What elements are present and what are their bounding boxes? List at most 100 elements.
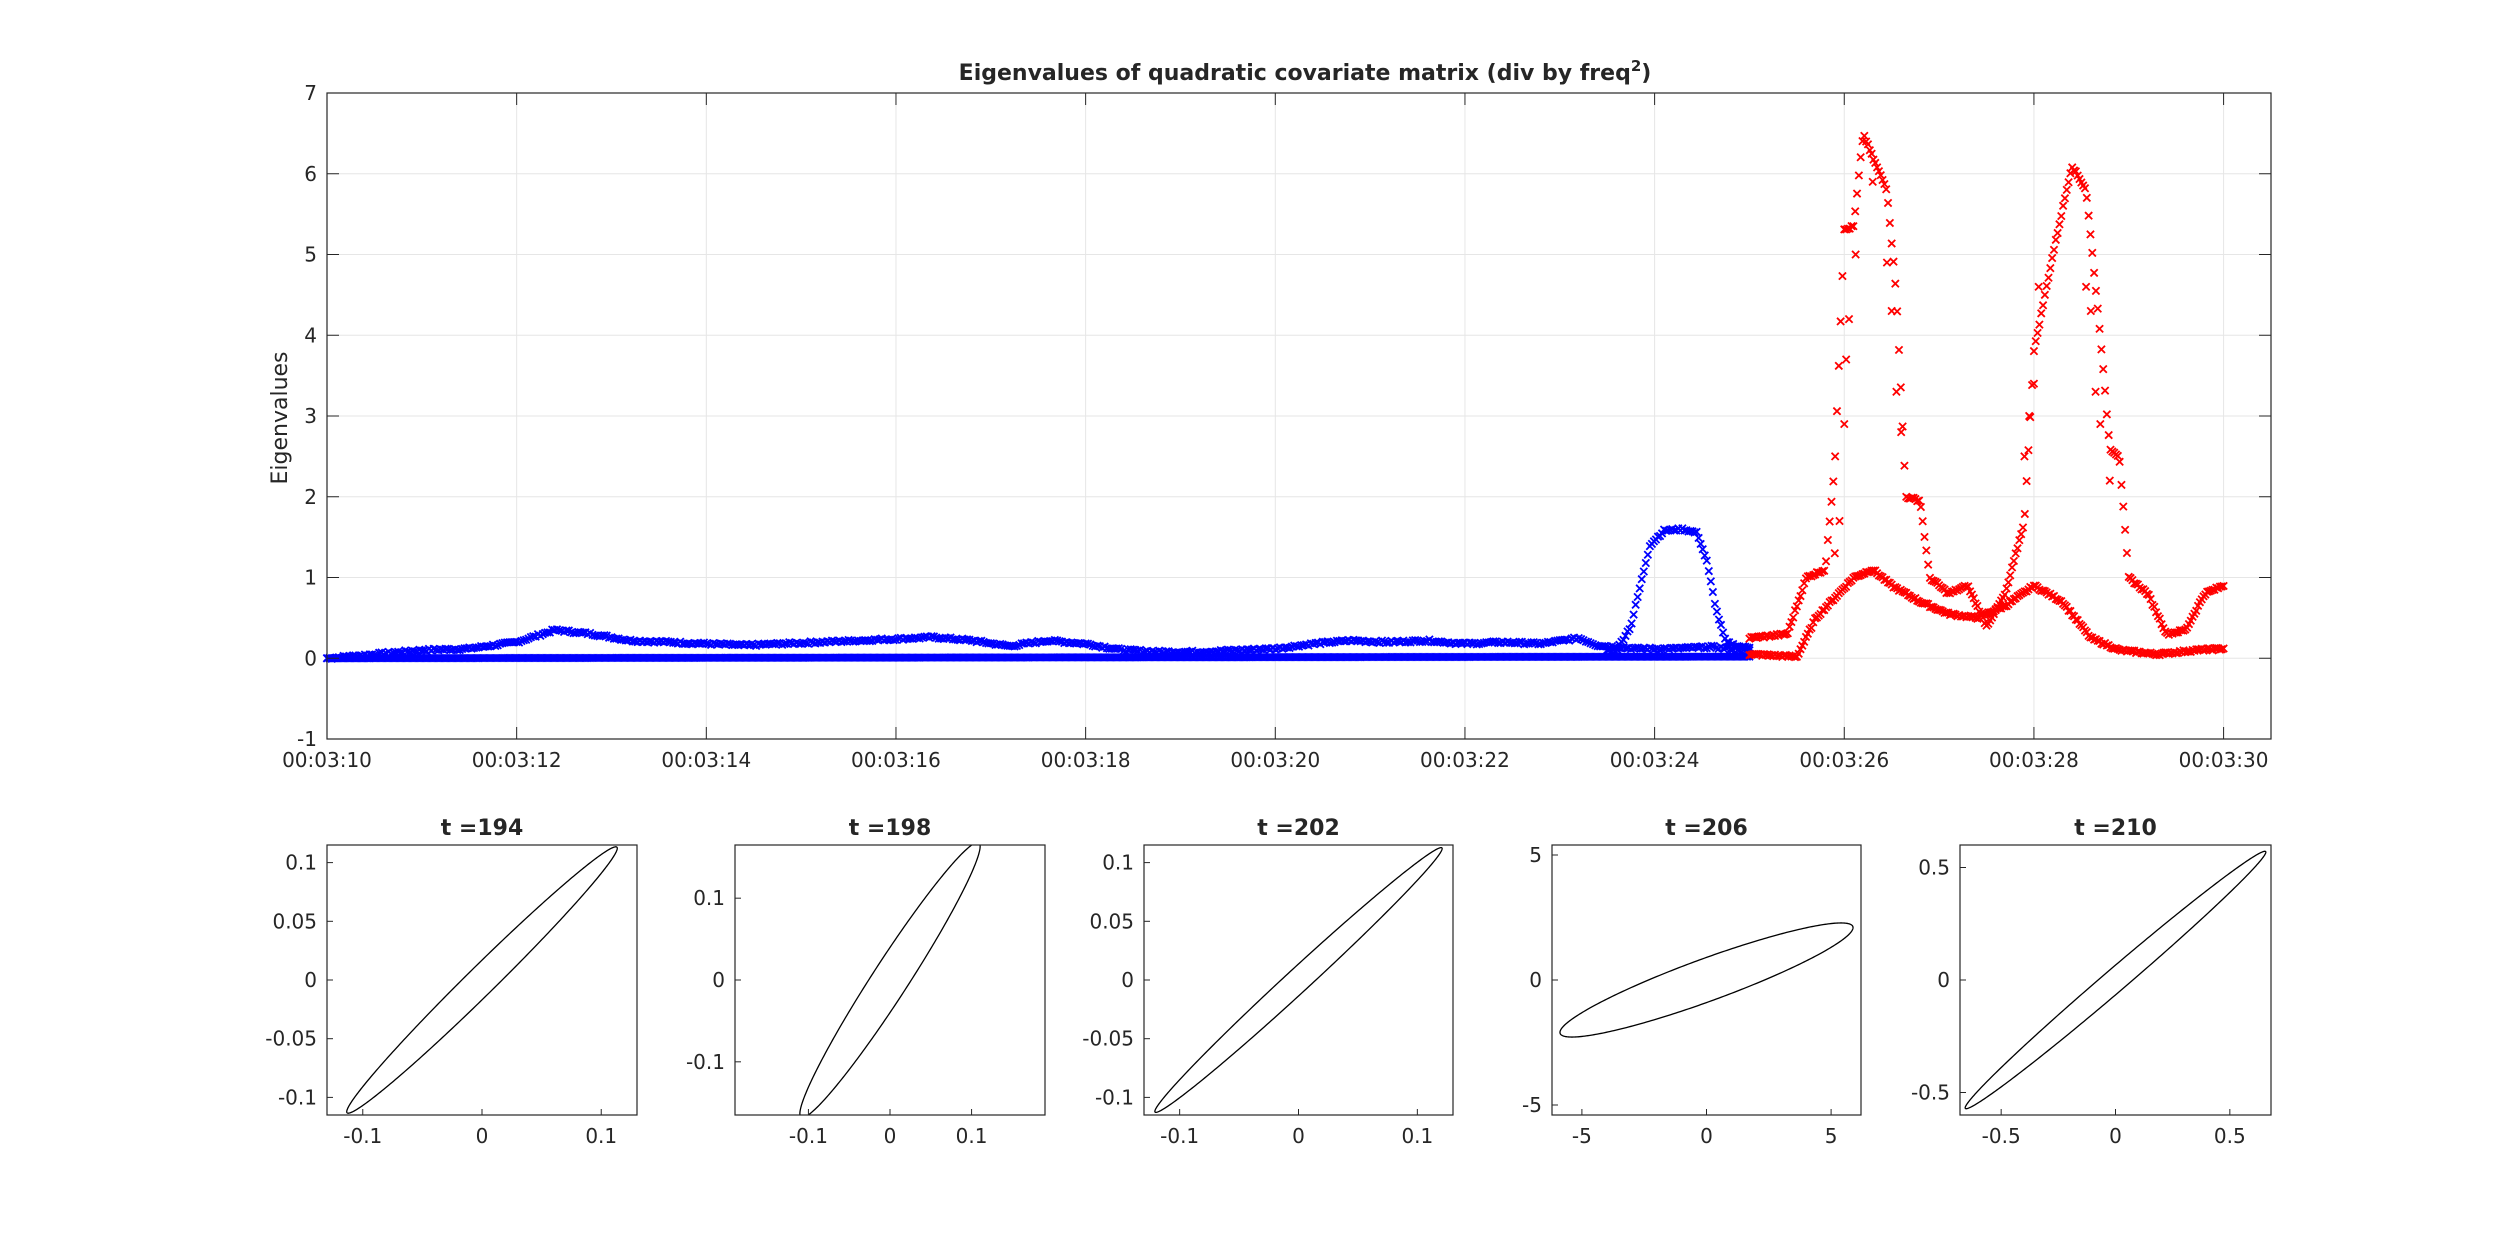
x-tick-label: 00:03:28: [1989, 748, 2079, 772]
data-point: [1707, 641, 1716, 651]
y-tick-label: 0: [304, 968, 317, 992]
data-point: [1847, 221, 1856, 231]
ellipse-curve: [799, 845, 981, 1115]
data-point: [2029, 379, 2039, 388]
data-point: [2038, 301, 2048, 310]
y-tick-label: 0.05: [1089, 909, 1134, 933]
data-point: [1989, 609, 1999, 619]
data-point: [1635, 584, 1644, 593]
data-point: [1639, 567, 1649, 576]
data-point: [1894, 345, 1904, 355]
data-point: [1807, 623, 1816, 633]
data-point: [1876, 170, 1885, 180]
data-point: [1973, 601, 1982, 611]
data-point: [2002, 584, 2011, 593]
data-point: [1692, 527, 1701, 537]
data-point: [1830, 452, 1840, 461]
data-point: [1702, 556, 1712, 565]
x-tick-label: 00:03:24: [1610, 748, 1700, 772]
subplot-title: t =206: [1665, 816, 1748, 841]
data-point: [1645, 643, 1655, 652]
x-tick-label: 00:03:18: [1041, 748, 1131, 772]
data-point: [2084, 211, 2093, 220]
y-tick-label: -0.1: [686, 1050, 725, 1074]
data-point: [1420, 637, 1429, 646]
data-point: [491, 641, 500, 651]
x-tick-label: 0: [1700, 1124, 1713, 1148]
data-point: [2086, 306, 2096, 316]
data-point: [1704, 566, 1714, 576]
data-point: [2120, 525, 2130, 535]
data-point: [2104, 430, 2113, 440]
data-point: [552, 625, 562, 634]
data-point: [1860, 131, 1869, 141]
main-chart-title: Eigenvalues of quadratic covariate matri…: [959, 57, 1652, 86]
data-point: [865, 636, 875, 646]
data-point: [1881, 185, 1891, 194]
data-point: [773, 638, 782, 648]
data-point: [2033, 328, 2042, 338]
data-point: [1718, 628, 1728, 637]
data-point: [1637, 574, 1646, 584]
main-chart: 00:03:10 00:03:12 00:03:14 00:03:16 00:03:18…: [282, 81, 2272, 772]
data-point: [1830, 549, 1840, 558]
x-tick-label: -0.1: [789, 1124, 828, 1148]
data-point: [2044, 273, 2053, 282]
data-point: [2150, 602, 2159, 612]
data-point: [1581, 637, 1591, 646]
y-tick-label: -0.1: [1095, 1085, 1134, 1109]
data-point: [979, 637, 988, 647]
y-tick-label: 1: [304, 566, 317, 590]
data-point: [1892, 387, 1901, 397]
y-tick-label: 0.5: [1918, 856, 1950, 880]
data-point: [1706, 577, 1716, 586]
data-point: [1922, 546, 1931, 555]
y-tick-label: 4: [304, 323, 317, 347]
data-point: [2029, 346, 2039, 356]
data-point: [1377, 636, 1387, 645]
data-point: [2031, 336, 2040, 346]
data-point: [1856, 153, 1865, 162]
data-point: [1510, 638, 1519, 648]
data-point: [1841, 355, 1851, 364]
y-tick-label: -0.05: [1082, 1027, 1134, 1051]
data-point: [2115, 457, 2124, 467]
subplot-title: t =210: [2074, 816, 2157, 841]
data-point: [2093, 304, 2102, 313]
data-point: [1467, 638, 1477, 648]
data-point: [1114, 644, 1124, 653]
data-point: [1154, 646, 1164, 655]
data-point: [2119, 502, 2128, 511]
data-point: [1515, 637, 1524, 647]
data-point: [996, 639, 1005, 649]
data-point: [2024, 411, 2034, 421]
data-point: [1836, 317, 1845, 326]
data-point: [419, 646, 429, 655]
data-point: [1819, 566, 1829, 575]
data-point: [483, 642, 493, 651]
y-tick-label: -0.05: [265, 1027, 317, 1051]
data-point: [1133, 646, 1143, 655]
data-point: [1410, 635, 1420, 645]
x-tick-label: 0: [884, 1124, 897, 1148]
subplot-title: t =194: [441, 816, 524, 841]
data-point: [2055, 220, 2064, 229]
data-point: [2095, 324, 2104, 334]
data-point: [2000, 590, 2009, 599]
data-point: [1799, 637, 1809, 647]
data-point: [2034, 282, 2043, 292]
data-point: [1327, 638, 1337, 647]
ellipse-curve: [346, 846, 618, 1114]
data-point: [1783, 629, 1792, 638]
data-point: [370, 650, 379, 660]
data-point: [2097, 345, 2106, 354]
y-tick-label: 0.1: [693, 886, 725, 910]
data-point: [2009, 556, 2019, 566]
y-tick-label: 0.1: [285, 851, 317, 875]
data-point: [2086, 230, 2095, 239]
data-point: [1722, 637, 1732, 647]
x-tick-label: 0: [2109, 1124, 2122, 1148]
x-tick-label: 00:03:20: [1230, 748, 1320, 772]
data-point: [1799, 578, 1809, 588]
data-point: [1372, 637, 1382, 647]
